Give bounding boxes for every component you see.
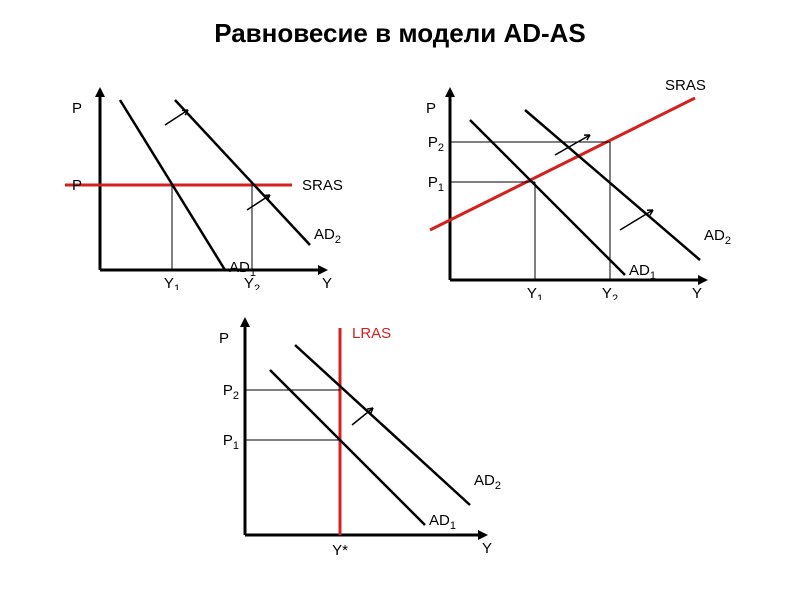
	[367, 408, 373, 409]
chart-3-classical: P Y LRAS AD1 AD2 P1 P2 Y*	[200, 310, 520, 570]
label-ad2: AD2	[704, 227, 731, 247]
shift-arrow	[165, 110, 188, 125]
sras-line	[430, 98, 695, 230]
label-ad2: AD2	[314, 226, 341, 246]
label-p1: P1	[223, 432, 239, 452]
page-title: Равновесие в модели AD-AS	[0, 18, 800, 49]
label-ad1: AD1	[429, 512, 456, 532]
label-y-axis: Y	[482, 540, 492, 557]
label-ystar: Y*	[332, 542, 348, 559]
label-y2: Y2	[602, 285, 618, 300]
label-y1: Y1	[527, 285, 543, 300]
label-sras: SRAS	[302, 177, 343, 194]
chart-1-keynesian: PYSRASPAD1AD2Y1Y2	[60, 70, 360, 290]
chart-2-intermediate: P Y SRAS AD1 AD2 P1 P2 Y1 Y2	[415, 70, 755, 300]
label-p-axis: P	[72, 100, 82, 117]
y-axis-arrow	[445, 87, 455, 97]
label-ad1: AD1	[629, 262, 656, 282]
ad2-line	[525, 110, 700, 260]
label-y2: Y2	[244, 275, 260, 290]
label-p2: P2	[428, 134, 444, 154]
shift-arrow	[352, 408, 373, 425]
shift-arrow	[247, 195, 270, 210]
label-p1: P1	[428, 174, 444, 194]
shift-arrow	[620, 210, 653, 230]
label-p-level: P	[72, 177, 82, 194]
y-axis-arrow	[240, 317, 250, 327]
label-sras: SRAS	[665, 77, 706, 94]
x-axis-arrow	[698, 275, 708, 285]
label-y-axis: Y	[692, 285, 702, 300]
label-p2: P2	[223, 382, 239, 402]
x-axis-arrow	[478, 530, 488, 540]
label-p-axis: P	[426, 100, 436, 117]
label-p-axis: P	[219, 330, 229, 347]
y-axis-arrow	[95, 87, 105, 97]
label-ad2: AD2	[474, 472, 501, 492]
label-lras: LRAS	[352, 325, 391, 342]
label-y1: Y1	[164, 275, 180, 290]
label-y-axis: Y	[322, 275, 332, 290]
x-axis-arrow	[318, 265, 328, 275]
